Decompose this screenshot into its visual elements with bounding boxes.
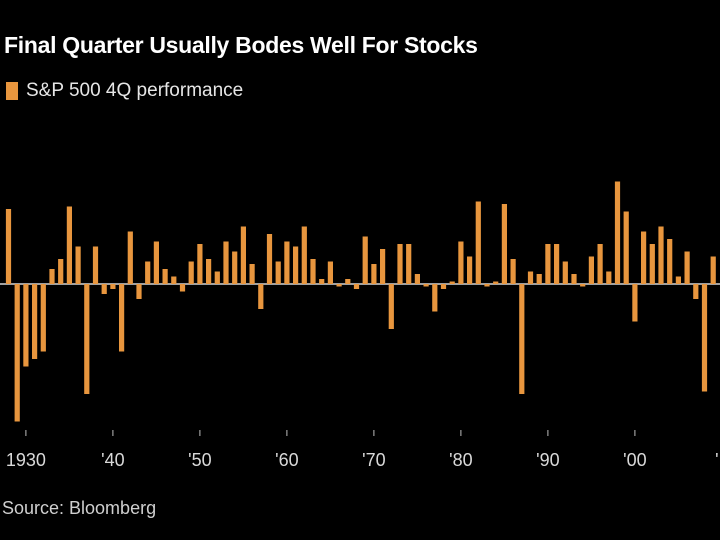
bar-1959 (275, 261, 281, 284)
bar-1980 (458, 241, 464, 284)
bar-1960 (284, 241, 290, 284)
bar-1968 (353, 284, 360, 289)
bar-1954 (232, 251, 238, 284)
bar-1957 (258, 284, 264, 309)
bar-1966 (336, 284, 342, 287)
bar-2001 (641, 231, 647, 284)
bar-1992 (562, 261, 568, 284)
bar-1956 (249, 264, 255, 284)
bar-1983 (484, 284, 490, 287)
bar-1991 (554, 244, 560, 284)
bar-1987 (519, 284, 525, 394)
bar-1936 (75, 246, 81, 284)
bar-1997 (606, 271, 612, 284)
bar-1976 (423, 284, 429, 287)
bar-1934 (58, 259, 64, 284)
legend: S&P 500 4Q performance (6, 80, 243, 102)
bar-1982 (475, 201, 481, 284)
bar-2006 (684, 251, 690, 284)
bar-2003 (658, 226, 664, 284)
bar-1973 (397, 244, 403, 284)
bar-1986 (510, 259, 516, 284)
chart-title: Final Quarter Usually Bodes Well For Sto… (4, 32, 478, 58)
bar-1939 (101, 284, 107, 294)
bar-1947 (171, 276, 177, 284)
bar-1952 (214, 271, 220, 284)
bar-2007 (693, 284, 699, 299)
x-tick-label-1930: 1930 (6, 450, 46, 470)
bar-1942 (127, 231, 133, 284)
bar-1972 (388, 284, 394, 329)
bar-1967 (345, 279, 351, 284)
bar-2000 (632, 284, 638, 322)
x-tick-label-1940: '40 (101, 450, 124, 470)
bar-1935 (66, 206, 72, 284)
bar-1969 (362, 236, 368, 284)
bar-1995 (588, 256, 594, 284)
bar-1931 (32, 284, 38, 359)
bar-1953 (223, 241, 229, 284)
bar-1961 (293, 246, 299, 284)
bar-1930 (23, 284, 29, 367)
x-tick-label-2000: '00 (623, 450, 646, 470)
bar-1941 (119, 284, 125, 352)
bar-2002 (649, 244, 655, 284)
bar-1929 (14, 284, 20, 422)
bar-1996 (597, 244, 603, 284)
bar-1984 (493, 281, 499, 284)
bar-2009 (710, 256, 716, 284)
x-tick-label-2010: '1 (715, 450, 720, 470)
bar-1951 (206, 259, 212, 284)
bar-1971 (380, 249, 386, 284)
bar-1975 (414, 274, 420, 284)
bar-1988 (527, 271, 534, 284)
x-tick-label-1960: '60 (275, 450, 298, 470)
bar-1981 (467, 256, 473, 284)
x-tick-label-1990: '90 (536, 450, 559, 470)
bar-1940 (110, 284, 116, 289)
bar-1977 (432, 284, 438, 312)
bar-1932 (40, 284, 46, 352)
legend-label: S&P 500 4Q performance (26, 80, 244, 101)
bar-1990 (545, 244, 551, 284)
bar-1949 (188, 261, 194, 284)
bar-1979 (449, 281, 455, 284)
x-tick-label-1950: '50 (188, 450, 211, 470)
bar-1964 (319, 279, 325, 284)
bar-1948 (179, 284, 186, 292)
bar-1965 (327, 261, 333, 284)
bar-1985 (501, 204, 507, 284)
source-note: Source: Bloomberg (2, 498, 157, 518)
bar-1943 (136, 284, 142, 299)
x-tick-label-1980: '80 (449, 450, 472, 470)
bar-1946 (162, 269, 168, 284)
bar-2004 (667, 239, 673, 284)
x-tick-label-1970: '70 (362, 450, 385, 470)
bar-2005 (675, 276, 681, 284)
bar-1970 (371, 264, 377, 284)
bar-1978 (440, 284, 447, 289)
bar-1962 (301, 226, 307, 284)
bar-1944 (145, 261, 151, 284)
bar-1958 (266, 234, 273, 284)
bar-1998 (614, 181, 621, 284)
bar-1999 (623, 211, 629, 284)
bar-1993 (571, 274, 577, 284)
bar-1994 (580, 284, 586, 287)
bar-2008 (701, 284, 708, 392)
bar-1933 (49, 269, 55, 284)
bar-1963 (310, 259, 316, 284)
bar-1950 (197, 244, 203, 284)
bar-1928 (5, 209, 12, 284)
bar-1989 (536, 274, 542, 284)
bar-1938 (92, 246, 99, 284)
legend-swatch (6, 82, 18, 100)
bar-1955 (240, 226, 246, 284)
bar-1945 (153, 241, 159, 284)
bar-1937 (84, 284, 90, 394)
bar-1974 (406, 244, 412, 284)
